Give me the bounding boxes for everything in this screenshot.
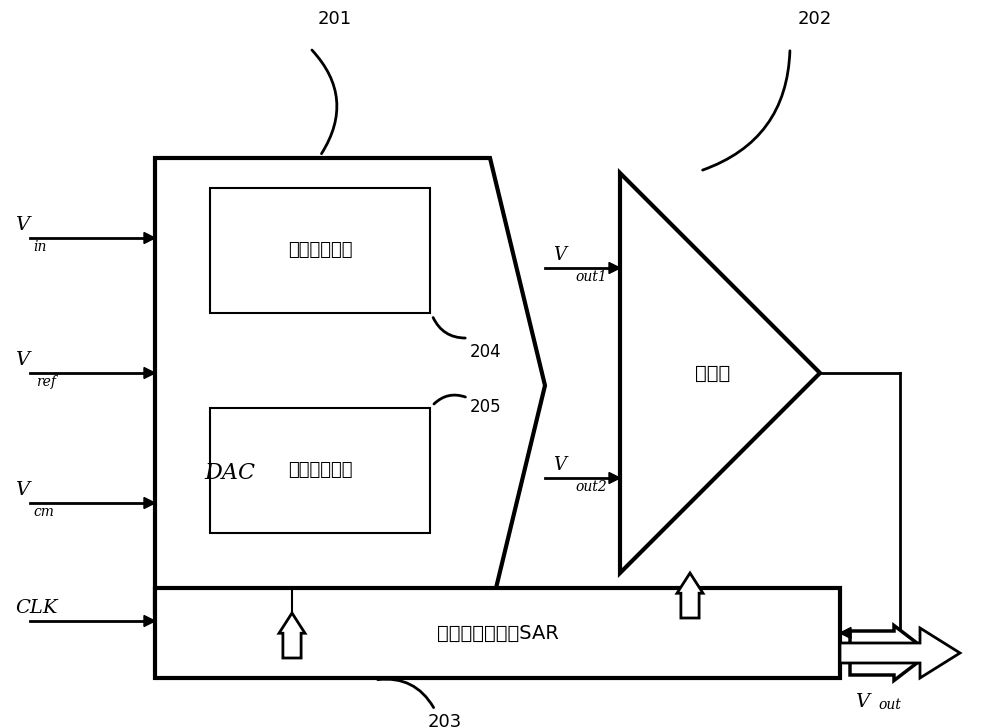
Text: 第一电容阵列: 第一电容阵列 bbox=[288, 462, 352, 480]
Text: 201: 201 bbox=[318, 10, 352, 28]
Text: 203: 203 bbox=[428, 713, 462, 728]
Text: out: out bbox=[878, 698, 901, 712]
Polygon shape bbox=[840, 628, 960, 678]
Polygon shape bbox=[609, 472, 620, 483]
Polygon shape bbox=[620, 173, 820, 573]
Text: 比较器: 比较器 bbox=[695, 363, 730, 382]
Polygon shape bbox=[144, 232, 155, 243]
Polygon shape bbox=[144, 497, 155, 508]
Text: 204: 204 bbox=[470, 343, 502, 361]
Polygon shape bbox=[677, 573, 703, 618]
Text: in: in bbox=[33, 240, 46, 254]
Text: 202: 202 bbox=[798, 10, 832, 28]
Text: cm: cm bbox=[33, 505, 54, 519]
Polygon shape bbox=[609, 263, 620, 274]
Text: V: V bbox=[553, 456, 566, 474]
Text: ref: ref bbox=[36, 375, 56, 389]
Text: V: V bbox=[553, 246, 566, 264]
Polygon shape bbox=[840, 628, 851, 638]
Text: out1: out1 bbox=[575, 270, 607, 284]
Text: 第一电容阵列: 第一电容阵列 bbox=[288, 242, 352, 259]
FancyBboxPatch shape bbox=[210, 188, 430, 313]
Polygon shape bbox=[850, 625, 930, 681]
Text: out2: out2 bbox=[575, 480, 607, 494]
Polygon shape bbox=[279, 613, 305, 658]
Text: 205: 205 bbox=[470, 398, 502, 416]
Polygon shape bbox=[144, 615, 155, 627]
Text: V: V bbox=[15, 481, 29, 499]
Text: V: V bbox=[15, 351, 29, 369]
Text: V: V bbox=[15, 216, 29, 234]
FancyBboxPatch shape bbox=[210, 408, 430, 533]
Text: CLK: CLK bbox=[15, 599, 58, 617]
Text: DAC: DAC bbox=[205, 462, 256, 484]
Polygon shape bbox=[144, 368, 155, 379]
Polygon shape bbox=[155, 158, 545, 613]
Text: V: V bbox=[855, 693, 869, 711]
FancyBboxPatch shape bbox=[155, 588, 840, 678]
Text: 逐次透近寄存器SAR: 逐次透近寄存器SAR bbox=[437, 623, 558, 643]
